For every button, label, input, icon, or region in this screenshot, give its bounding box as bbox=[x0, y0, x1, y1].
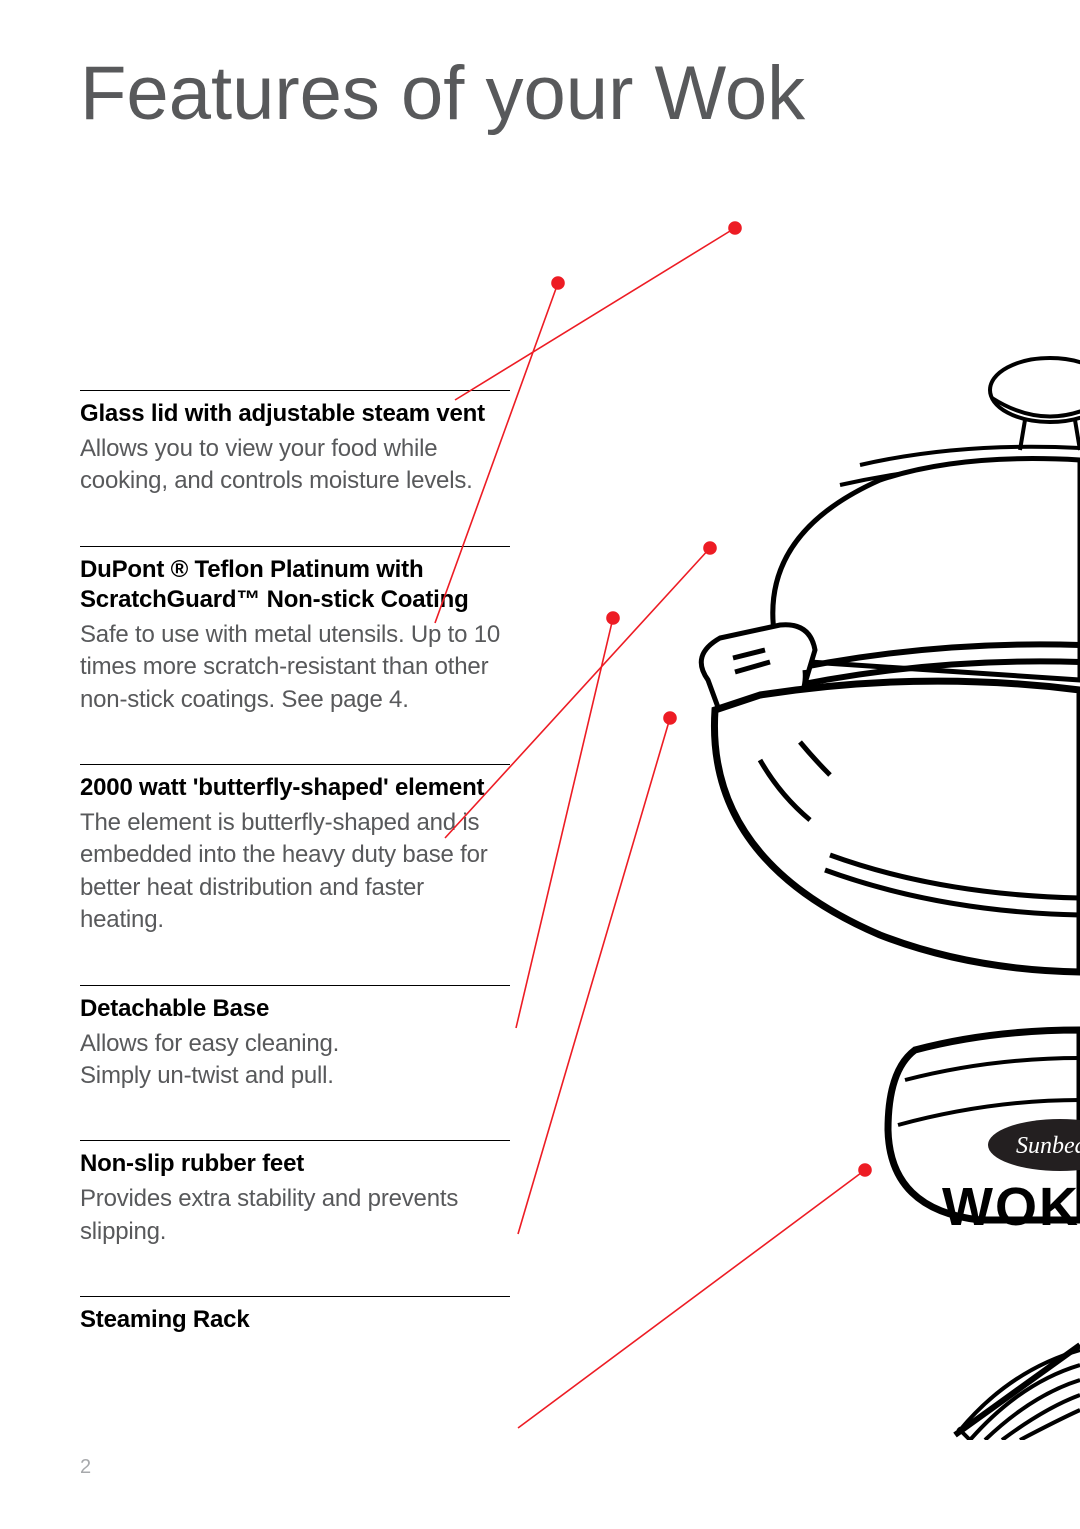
brand-badge-text: Sunbeam bbox=[1016, 1133, 1080, 1159]
page: Features of your Wok Glass lid with adju… bbox=[0, 0, 1080, 1529]
page-title: Features of your Wok bbox=[80, 50, 805, 137]
steaming-rack-icon bbox=[955, 1345, 1080, 1440]
wok-diagram: Sunbeam WOK bbox=[360, 340, 1080, 1440]
brand-model-text: WOK bbox=[942, 1177, 1080, 1237]
page-number: 2 bbox=[80, 1456, 91, 1479]
lid-knob-icon bbox=[990, 358, 1080, 450]
